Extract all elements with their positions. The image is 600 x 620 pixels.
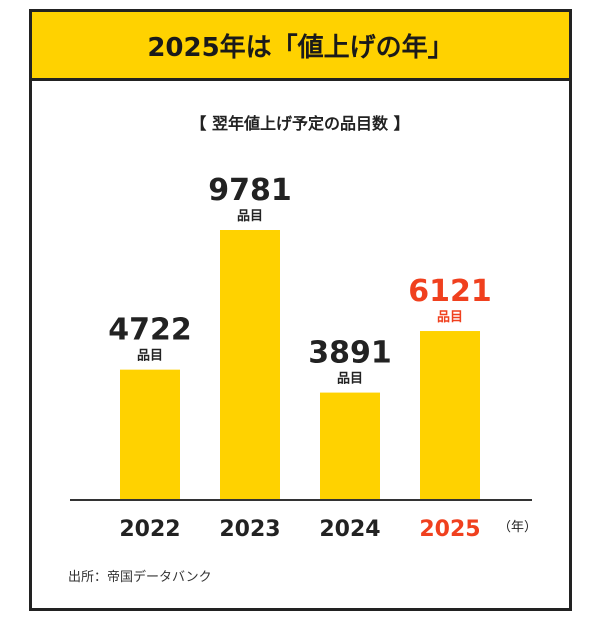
unit-label-2022: 品目 (137, 349, 163, 364)
chart-subtitle: 【 翌年値上げ予定の品目数 】 (190, 114, 410, 133)
bar-2022 (120, 369, 180, 500)
value-label-2023: 9781 (208, 173, 292, 208)
value-label-2022: 4722 (108, 313, 192, 348)
unit-label-2023: 品目 (237, 209, 263, 224)
x-tick-label-2023: 2023 (219, 517, 280, 542)
x-tick-label-2025: 2025 (419, 517, 480, 542)
infographic-frame: 2025年は「値上げの年」 (29, 9, 572, 611)
banner-title: 2025年は「値上げの年」 (32, 12, 569, 81)
value-label-2025: 6121 (408, 274, 492, 309)
unit-label-2025: 品目 (437, 310, 463, 325)
value-label-2024: 3891 (308, 336, 392, 371)
bar-2023 (220, 230, 280, 500)
x-tick-label-2022: 2022 (119, 517, 180, 542)
source-note: 出所：帝国データバンク (68, 570, 212, 585)
x-axis-unit: （年） (498, 520, 537, 535)
bar-2024 (320, 392, 380, 500)
x-tick-label-2024: 2024 (319, 517, 380, 542)
bar-2025 (420, 331, 480, 500)
unit-label-2024: 品目 (337, 372, 363, 387)
